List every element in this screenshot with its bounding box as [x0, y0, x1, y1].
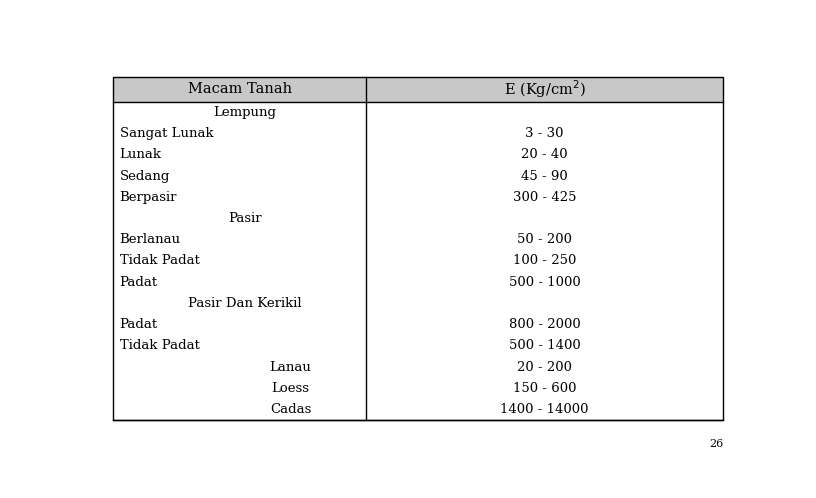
Text: Sedang: Sedang — [120, 169, 170, 182]
Text: Lanau: Lanau — [269, 361, 312, 374]
Text: 45 - 90: 45 - 90 — [521, 169, 568, 182]
Text: Sangat Lunak: Sangat Lunak — [120, 127, 213, 140]
Text: Berpasir: Berpasir — [120, 191, 177, 204]
Text: 150 - 600: 150 - 600 — [513, 382, 576, 395]
Text: Cadas: Cadas — [270, 403, 311, 416]
Text: Padat: Padat — [120, 276, 157, 289]
Text: 3 - 30: 3 - 30 — [526, 127, 564, 140]
Bar — [113, 77, 723, 420]
Text: 20 - 200: 20 - 200 — [517, 361, 572, 374]
Text: Tidak Padat: Tidak Padat — [120, 254, 200, 267]
Text: Lunak: Lunak — [120, 148, 162, 161]
Text: 100 - 250: 100 - 250 — [513, 254, 576, 267]
Text: 800 - 2000: 800 - 2000 — [509, 318, 580, 331]
Text: Macam Tanah: Macam Tanah — [188, 82, 292, 96]
Text: 500 - 1000: 500 - 1000 — [509, 276, 580, 289]
Text: 500 - 1400: 500 - 1400 — [509, 340, 580, 353]
Text: 1400 - 14000: 1400 - 14000 — [500, 403, 589, 416]
Text: Tidak Padat: Tidak Padat — [120, 340, 200, 353]
Text: 26: 26 — [709, 439, 723, 449]
Text: Pasir Dan Kerikil: Pasir Dan Kerikil — [188, 297, 302, 310]
Text: Lempung: Lempung — [214, 106, 277, 119]
Text: 20 - 40: 20 - 40 — [521, 148, 568, 161]
Text: E (Kg/cm$^2$): E (Kg/cm$^2$) — [503, 79, 586, 100]
Text: Loess: Loess — [272, 382, 309, 395]
Text: Pasir: Pasir — [228, 212, 262, 225]
Text: 50 - 200: 50 - 200 — [517, 233, 572, 246]
Text: Padat: Padat — [120, 318, 157, 331]
Text: 300 - 425: 300 - 425 — [513, 191, 576, 204]
Text: Berlanau: Berlanau — [120, 233, 181, 246]
Bar — [113, 77, 723, 102]
